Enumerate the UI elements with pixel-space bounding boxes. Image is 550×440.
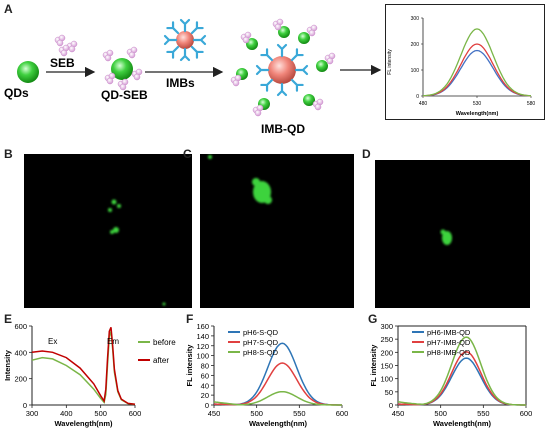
inset-ytick-label: 0 xyxy=(416,94,419,100)
xtick-label: 550 xyxy=(477,409,490,418)
ytick-label: 80 xyxy=(201,362,209,371)
ytick-label: 250 xyxy=(380,335,393,344)
ytick-label: 0 xyxy=(389,401,393,410)
series-pH8-IMB-QD xyxy=(397,336,526,406)
legend-item: pH6-S-QD xyxy=(243,328,279,337)
y-axis-label: FL intensity xyxy=(185,344,194,387)
label-imb-qd: IMB-QD xyxy=(261,122,305,136)
ytick-label: 0 xyxy=(23,401,27,410)
ytick-label: 60 xyxy=(201,371,209,380)
imb-qd-complex xyxy=(230,18,336,117)
ytick-label: 0 xyxy=(205,401,209,410)
inset-chart: FL intensity Wavelength(nm) 0 100 200 300 48… xyxy=(385,4,545,120)
inset-xtick-label: 530 xyxy=(473,101,482,107)
inset-xtick-label: 480 xyxy=(419,101,428,107)
xtick-label: 500 xyxy=(250,409,263,418)
xtick-label: 500 xyxy=(434,409,447,418)
qd-seb-complex xyxy=(102,46,143,91)
chart-e: 0 200 400 600 300 400 500 600 Wavelength(nm) Inte… xyxy=(3,322,176,428)
y-axis-label: Intensity xyxy=(3,349,12,381)
ytick-label: 50 xyxy=(385,388,393,397)
micrograph-d xyxy=(375,160,530,308)
ytick-label: 20 xyxy=(201,391,209,400)
inset-ytick-label: 300 xyxy=(411,16,420,22)
imb-particle xyxy=(163,18,207,62)
panel-label-d: D xyxy=(362,147,371,161)
x-axis-label: Wavelength(nm) xyxy=(249,419,308,428)
inset-series-2 xyxy=(422,28,532,97)
ytick-label: 40 xyxy=(201,381,209,390)
inset-ytick-label: 200 xyxy=(411,42,420,48)
series-pH8-S-QD xyxy=(213,390,342,406)
micrograph-c xyxy=(200,154,354,308)
xtick-label: 400 xyxy=(60,409,73,418)
annotation-ex: Ex xyxy=(48,337,57,346)
panel-label-b: B xyxy=(4,147,13,161)
ytick-label: 140 xyxy=(196,332,209,341)
panel-label-e: E xyxy=(4,312,13,326)
xtick-label: 550 xyxy=(293,409,306,418)
label-qds: QDs xyxy=(4,86,29,100)
series-after xyxy=(31,327,136,406)
annotation-em: Em xyxy=(107,337,119,346)
xtick-label: 600 xyxy=(520,409,533,418)
schematic-a xyxy=(17,18,382,117)
inset-ytick-label: 100 xyxy=(411,68,420,74)
ytick-label: 100 xyxy=(196,352,209,361)
micrograph-b xyxy=(24,154,192,308)
label-seb: SEB xyxy=(50,56,75,70)
panel-label-a: A xyxy=(4,2,13,16)
y-axis-label: FL intensity xyxy=(369,344,378,387)
inset-ylabel: FL intensity xyxy=(387,49,393,75)
xtick-label: 600 xyxy=(129,409,142,418)
chart-g: 0 50 100 150 200 250 300 450 500 550 600 Wavelength… xyxy=(369,322,533,428)
x-axis-label: Wavelength(nm) xyxy=(54,419,113,428)
ytick-label: 200 xyxy=(14,375,27,384)
xtick-label: 450 xyxy=(208,409,221,418)
qd-particle xyxy=(17,61,39,83)
ytick-label: 100 xyxy=(380,375,393,384)
series-pH6-IMB-QD xyxy=(398,357,526,406)
ytick-label: 200 xyxy=(380,348,393,357)
ytick-label: 150 xyxy=(380,362,393,371)
xtick-label: 500 xyxy=(94,409,107,418)
legend-item: pH7-S-QD xyxy=(243,338,279,347)
x-axis-label: Wavelength(nm) xyxy=(433,419,492,428)
ytick-label: 160 xyxy=(196,322,209,331)
ytick-label: 400 xyxy=(14,348,27,357)
inset-xtick-label: 580 xyxy=(527,101,536,107)
label-imbs: IMBs xyxy=(166,76,195,90)
ytick-label: 120 xyxy=(196,342,209,351)
panel-label-c: C xyxy=(183,147,192,161)
legend-after: after xyxy=(153,356,169,365)
ytick-label: 300 xyxy=(380,322,393,331)
legend-item: pH8-S-QD xyxy=(243,348,279,357)
inset-xlabel: Wavelength(nm) xyxy=(456,111,499,117)
ytick-label: 600 xyxy=(14,322,27,331)
legend-item: pH8-IMB-QD xyxy=(427,348,471,357)
series-pH7-S-QD xyxy=(214,362,342,406)
legend-item: pH6-IMB-QD xyxy=(427,328,471,337)
xtick-label: 300 xyxy=(26,409,39,418)
panel-label-g: G xyxy=(368,312,378,326)
xtick-label: 600 xyxy=(336,409,349,418)
panel-label-f: F xyxy=(186,312,194,326)
xtick-label: 450 xyxy=(392,409,405,418)
label-qd-seb: QD-SEB xyxy=(101,88,148,102)
inset-series-1 xyxy=(422,43,532,97)
legend-item: pH7-IMB-QD xyxy=(427,338,471,347)
legend-before: before xyxy=(153,338,176,347)
